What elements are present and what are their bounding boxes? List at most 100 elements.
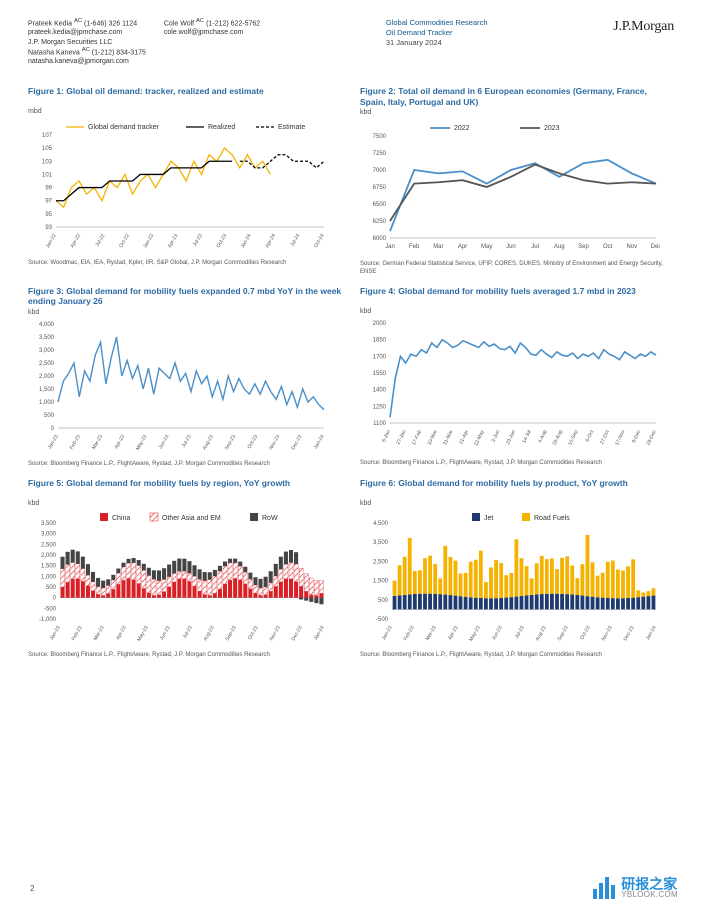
svg-text:Apr-24: Apr-24 (264, 233, 277, 249)
fig-source: Source: Bloomberg Finance L.P., FlightAw… (360, 652, 674, 659)
svg-text:Feb: Feb (409, 244, 420, 250)
report-date: 31 January 2024 (386, 38, 488, 48)
fig-title: Figure 3: Global demand for mobility fue… (28, 286, 342, 307)
svg-text:Aug-23: Aug-23 (202, 625, 215, 642)
svg-text:May-23: May-23 (135, 434, 149, 452)
svg-text:Mar-23: Mar-23 (91, 434, 104, 451)
svg-text:Jul-23: Jul-23 (192, 233, 204, 248)
svg-text:7500: 7500 (373, 134, 387, 140)
svg-text:Apr-23: Apr-23 (114, 434, 127, 450)
svg-text:2022: 2022 (454, 125, 470, 132)
author-phone: (1-646) 326 1124 (84, 20, 137, 27)
svg-text:Jan-24: Jan-24 (313, 434, 326, 450)
svg-text:14-Jul: 14-Jul (521, 429, 532, 444)
svg-text:Jun-23: Jun-23 (159, 625, 172, 641)
svg-text:-500: -500 (44, 607, 57, 613)
svg-text:Nov: Nov (626, 244, 637, 250)
watermark-cn: 研报之家 (621, 877, 678, 891)
svg-text:103: 103 (42, 159, 53, 165)
fig-unit: kbd (360, 109, 674, 116)
fig-source: Source: German Federal Statistical Servi… (360, 261, 674, 275)
svg-text:Apr-23: Apr-23 (167, 233, 180, 249)
svg-text:May-23: May-23 (468, 625, 482, 643)
svg-text:Road Fuels: Road Fuels (534, 515, 570, 522)
chart-svg-2: 202220236000625065006750700072507500JanF… (360, 118, 660, 258)
svg-text:Other Asia and EM: Other Asia and EM (162, 515, 221, 522)
svg-text:Estimate: Estimate (278, 124, 305, 131)
chart-svg-5: ChinaOther Asia and EMRoW-1,000-50005001… (28, 509, 328, 649)
fig-unit: kbd (360, 308, 674, 315)
figure-2: Figure 2: Total oil demand in 6 European… (360, 86, 674, 276)
svg-text:Apr-23: Apr-23 (447, 625, 460, 641)
svg-text:Oct-24: Oct-24 (313, 233, 326, 249)
svg-text:May: May (481, 244, 492, 250)
svg-text:Feb-23: Feb-23 (69, 434, 82, 451)
svg-text:Aug-23: Aug-23 (534, 625, 547, 642)
svg-text:105: 105 (42, 146, 53, 152)
chart-svg-1: Global demand trackerRealizedEstimate939… (28, 117, 328, 257)
svg-text:Jan-23: Jan-23 (47, 434, 60, 450)
svg-text:Jul-22: Jul-22 (94, 233, 106, 248)
svg-text:Oct-22: Oct-22 (118, 233, 131, 249)
svg-text:17-Feb: 17-Feb (411, 429, 423, 446)
svg-text:2,500: 2,500 (39, 361, 55, 367)
svg-text:4,000: 4,000 (39, 322, 55, 328)
svg-text:3,500: 3,500 (373, 540, 389, 546)
svg-text:2,000: 2,000 (41, 553, 57, 559)
fig-unit: kbd (360, 500, 674, 507)
svg-text:21-Apr: 21-Apr (458, 429, 470, 445)
svg-text:1700: 1700 (373, 354, 387, 360)
fig-unit: mbd (28, 108, 342, 115)
watermark-bars-icon (593, 877, 615, 899)
svg-text:8-Dec: 8-Dec (631, 429, 642, 444)
svg-text:Jet: Jet (484, 515, 493, 522)
svg-text:Jan-23: Jan-23 (49, 625, 62, 641)
svg-text:Jan-24: Jan-24 (240, 233, 253, 249)
svg-text:Apr-23: Apr-23 (115, 625, 128, 641)
svg-text:12-May: 12-May (473, 429, 486, 447)
figure-1: Figure 1: Global oil demand: tracker, re… (28, 86, 342, 276)
svg-text:Jul-23: Jul-23 (181, 434, 193, 449)
fig-unit: kbd (28, 500, 342, 507)
dept-name: Global Commodities Research (386, 18, 488, 28)
svg-text:Sep: Sep (578, 244, 589, 250)
svg-text:Sep-23: Sep-23 (556, 625, 569, 642)
svg-text:Dec-23: Dec-23 (290, 625, 303, 642)
svg-text:Jul-24: Jul-24 (289, 233, 301, 248)
author-phone: (1-212) 834-3175 (92, 49, 146, 56)
svg-text:Nov-23: Nov-23 (600, 625, 613, 642)
svg-text:1,000: 1,000 (39, 400, 55, 406)
fig-title: Figure 2: Total oil demand in 6 European… (360, 86, 674, 107)
svg-text:2,500: 2,500 (41, 543, 57, 549)
firm-name: J.P. Morgan Securities LLC (28, 38, 146, 47)
svg-text:Jan-24: Jan-24 (645, 625, 658, 641)
author-col-2: Cole Wolf AC (1-212) 622-5762 cole.wolf@… (164, 18, 260, 66)
fig-title: Figure 4: Global demand for mobility fue… (360, 286, 674, 306)
svg-text:500: 500 (44, 413, 55, 419)
svg-text:Realized: Realized (208, 124, 235, 131)
svg-text:Mar-23: Mar-23 (93, 625, 106, 642)
svg-text:Oct-23: Oct-23 (247, 625, 260, 641)
author-col-1: Prateek Kedia AC (1-646) 326 1124 pratee… (28, 18, 146, 66)
chart-svg-6: JetRoad Fuels-5005001,5002,5003,5004,500… (360, 509, 660, 649)
svg-text:3,500: 3,500 (39, 335, 55, 341)
svg-text:Jan-23: Jan-23 (142, 233, 155, 249)
svg-text:95: 95 (45, 212, 52, 218)
svg-text:Aug: Aug (554, 244, 565, 250)
svg-text:6-Oct: 6-Oct (585, 429, 596, 443)
svg-text:Jul-23: Jul-23 (514, 625, 526, 640)
svg-text:2,000: 2,000 (39, 374, 55, 380)
svg-text:Nov-23: Nov-23 (268, 625, 281, 642)
svg-text:Jun: Jun (506, 244, 516, 250)
svg-text:1,500: 1,500 (39, 387, 55, 393)
svg-text:25-Aug: 25-Aug (552, 429, 564, 446)
fig-source: Source: Bloomberg Finance L.P., FlightAw… (28, 652, 342, 659)
svg-text:Dec: Dec (651, 244, 660, 250)
author-sup: AC (196, 18, 204, 24)
svg-text:3,500: 3,500 (41, 521, 57, 527)
svg-text:10-Mar: 10-Mar (427, 429, 439, 446)
svg-text:2023: 2023 (544, 125, 560, 132)
fig-source: Source: Woodmac, EIA, IEA, Rystad, Kpler… (28, 260, 342, 267)
fig-source: Source: Bloomberg Finance L.P., FlightAw… (28, 461, 342, 468)
svg-text:6750: 6750 (373, 185, 387, 191)
